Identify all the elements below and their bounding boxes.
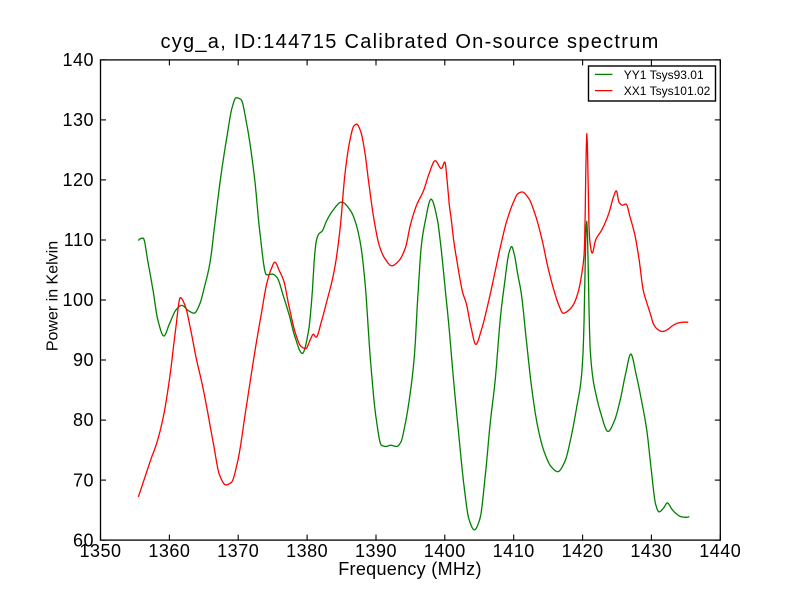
svg-text:1360: 1360 — [148, 541, 190, 561]
svg-text:1380: 1380 — [286, 541, 328, 561]
svg-text:90: 90 — [73, 350, 94, 370]
svg-text:1420: 1420 — [562, 541, 604, 561]
svg-text:1430: 1430 — [630, 541, 672, 561]
svg-text:Power in Kelvin: Power in Kelvin — [45, 241, 62, 351]
svg-text:100: 100 — [62, 290, 94, 310]
svg-text:1390: 1390 — [355, 541, 397, 561]
svg-text:70: 70 — [73, 470, 94, 490]
svg-text:1350: 1350 — [79, 541, 121, 561]
svg-text:80: 80 — [73, 410, 94, 430]
svg-text:Frequency (MHz): Frequency (MHz) — [338, 559, 482, 579]
svg-text:140: 140 — [62, 50, 94, 70]
svg-text:1440: 1440 — [699, 541, 741, 561]
svg-text:XX1 Tsys101.02: XX1 Tsys101.02 — [624, 84, 711, 98]
svg-text:130: 130 — [62, 110, 94, 130]
svg-text:1370: 1370 — [217, 541, 259, 561]
svg-text:60: 60 — [73, 530, 94, 550]
svg-text:110: 110 — [64, 230, 94, 250]
svg-text:120: 120 — [62, 170, 94, 190]
svg-text:YY1 Tsys93.01: YY1 Tsys93.01 — [624, 68, 704, 82]
svg-text:1400: 1400 — [424, 541, 466, 561]
svg-text:1410: 1410 — [493, 541, 535, 561]
svg-text:cyg_a, ID:144715 Calibrated On: cyg_a, ID:144715 Calibrated On-source sp… — [160, 31, 659, 53]
